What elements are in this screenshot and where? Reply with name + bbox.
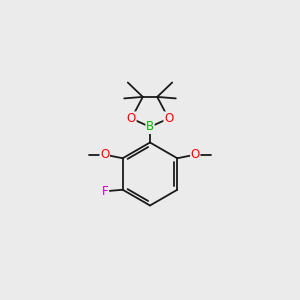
Text: B: B: [146, 120, 154, 134]
Text: O: O: [164, 112, 173, 125]
Text: F: F: [102, 185, 109, 198]
Text: O: O: [100, 148, 109, 161]
Text: O: O: [127, 112, 136, 125]
Text: O: O: [191, 148, 200, 161]
